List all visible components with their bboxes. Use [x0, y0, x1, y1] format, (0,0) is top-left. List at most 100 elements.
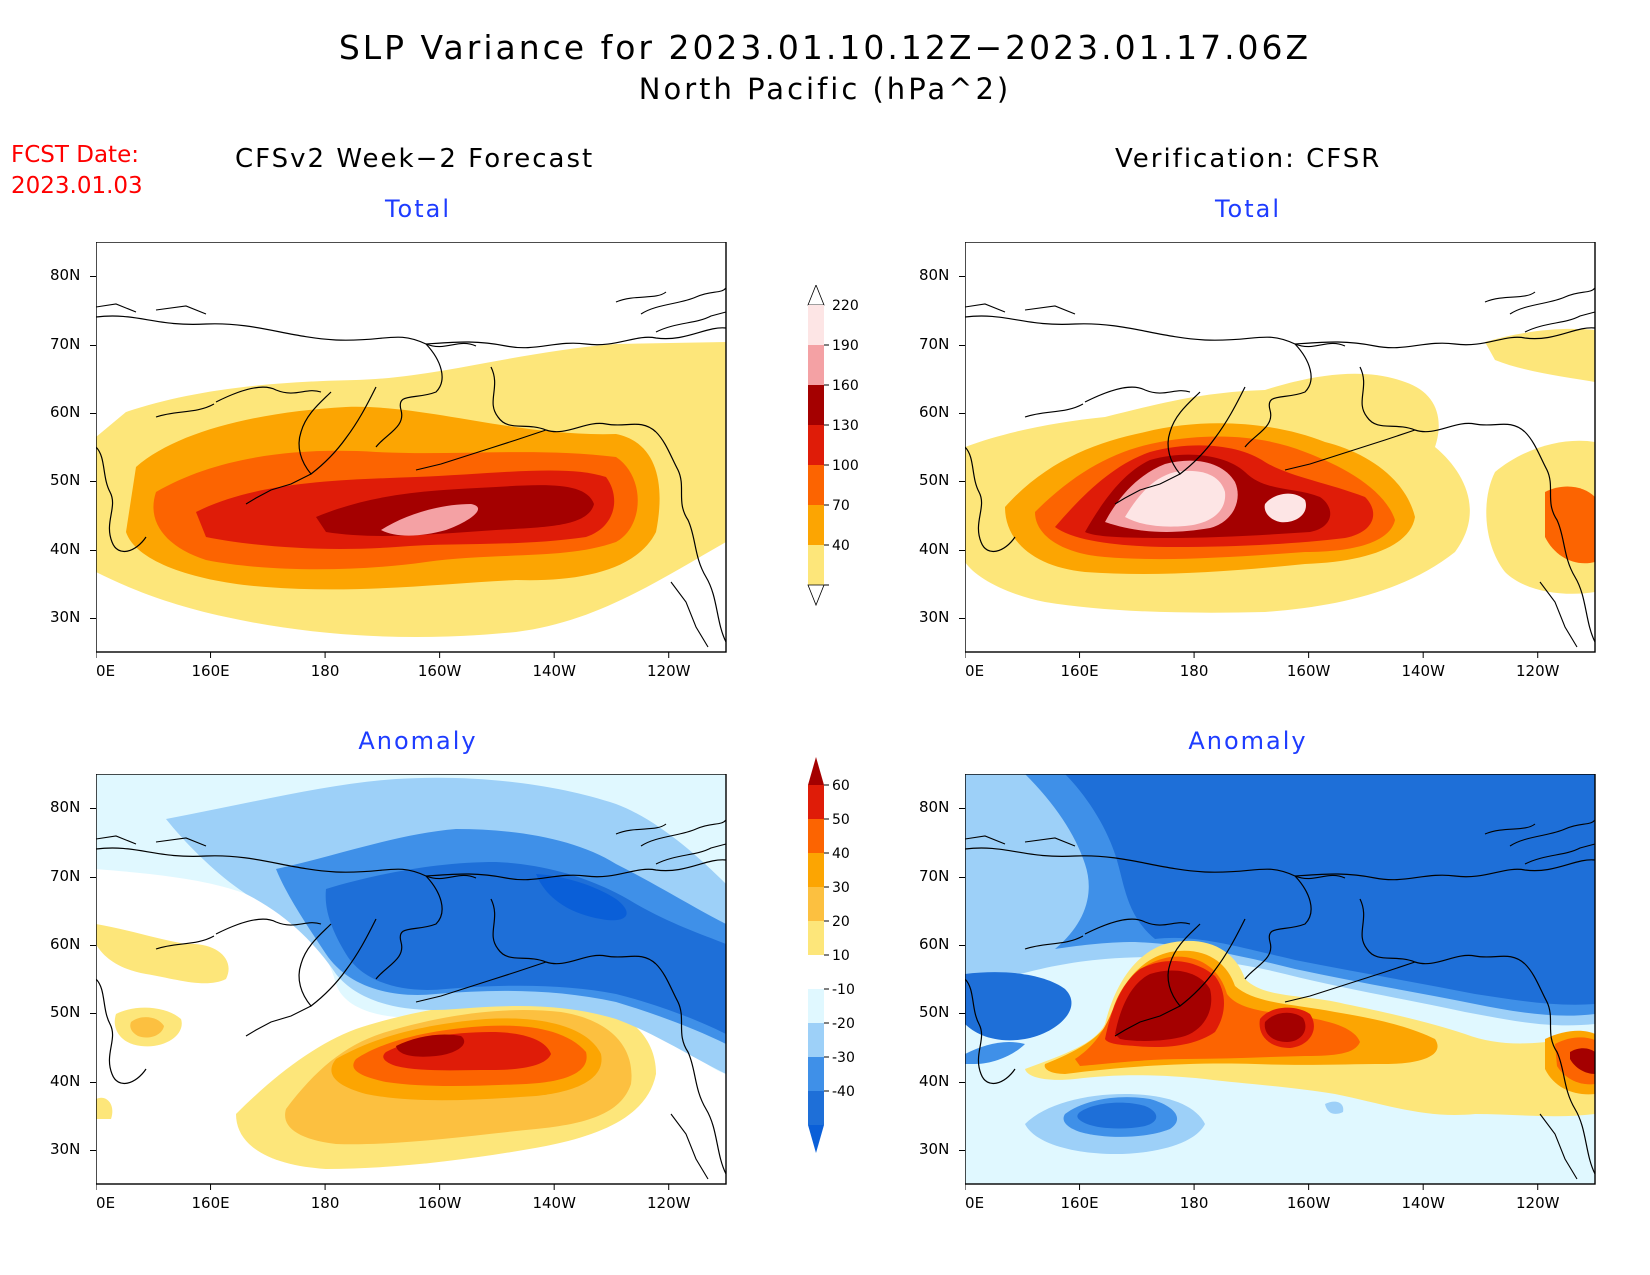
colorbar-swatch [808, 345, 824, 385]
lon-tick-label: 120W [1516, 662, 1560, 680]
lat-tick-mark [959, 617, 965, 619]
lat-tick-mark [90, 808, 96, 810]
forecast-anomaly-map: 140E 160E 180 160W 140W 120W [96, 774, 727, 1212]
lon-tick-label: 120W [647, 1194, 691, 1212]
lat-tick-mark [90, 1081, 96, 1083]
lat-tick-mark [90, 276, 96, 278]
colorbar-swatch [808, 1057, 824, 1091]
colorbar-label: 50 [832, 812, 850, 828]
colorbar-swatch [808, 545, 824, 585]
fcst-date-label: FCST Date: [11, 142, 139, 168]
map-axes: 140E 160E 180 160W 140W 120W [96, 1184, 691, 1212]
colorbar-top-arrow [807, 285, 825, 306]
colorbar-swatch [808, 989, 824, 1023]
colorbar-swatch [808, 955, 824, 989]
lat-tick-mark [90, 1013, 96, 1015]
lat-tick-mark [90, 344, 96, 346]
lat-tick-mark [959, 1081, 965, 1083]
total-colorbar: 220 190 160 130 100 70 40 [807, 285, 859, 607]
page-title: SLP Variance for 2023.01.10.12Z−2023.01.… [338, 28, 1312, 67]
colorbar-swatch [808, 425, 824, 465]
colorbar-swatch [808, 785, 824, 819]
colorbar-top-arrow [808, 757, 824, 785]
colorbar-label: 100 [832, 458, 859, 474]
lat-tick-label: 30N [50, 1139, 81, 1158]
lon-tick-label: 160E [1060, 662, 1098, 680]
verification-heading: Verification: CFSR [1115, 144, 1382, 174]
colorbar-swatch [808, 1091, 824, 1125]
lat-tick-mark [959, 481, 965, 483]
lat-tick-label: 80N [50, 266, 81, 285]
lat-tick-label: 70N [919, 334, 950, 353]
colorbar-swatch [808, 819, 824, 853]
verif-total-map: 140E 160E 180 160W 140W 120W [965, 242, 1596, 680]
lon-tick-label: 140E [965, 1194, 984, 1212]
lat-tick-mark [959, 876, 965, 878]
lat-tick-mark [959, 944, 965, 946]
lat-tick-label: 60N [50, 402, 81, 421]
colorbar-label: 10 [832, 948, 850, 964]
page-subtitle: North Pacific (hPa^2) [638, 72, 1012, 106]
forecast-total-map: 140E 160E 180 160W 140W 120W [96, 242, 727, 680]
lat-tick-label: 60N [919, 402, 950, 421]
lat-tick-label: 30N [919, 607, 950, 626]
lat-tick-mark [959, 549, 965, 551]
colorbar-label: 40 [832, 846, 850, 862]
lon-tick-label: 180 [1180, 662, 1209, 680]
lon-tick-label: 180 [1180, 1194, 1209, 1212]
lon-tick-label: 140W [1401, 1194, 1445, 1212]
lat-tick-mark [959, 1149, 965, 1151]
lat-tick-label: 70N [919, 866, 950, 885]
lat-tick-label: 40N [50, 1071, 81, 1090]
colorbar-label: 160 [832, 378, 859, 394]
lat-tick-label: 30N [50, 607, 81, 626]
lat-tick-label: 50N [50, 471, 81, 490]
map-axes: 140E 160E 180 160W 140W 120W [96, 652, 691, 680]
colorbar-label: 130 [832, 418, 859, 434]
lon-tick-label: 180 [311, 1194, 340, 1212]
lat-tick-label: 40N [919, 1071, 950, 1090]
lat-tick-label: 30N [919, 1139, 950, 1158]
verif-total-shading [965, 328, 1595, 613]
lat-tick-mark [959, 344, 965, 346]
lat-tick-label: 80N [919, 266, 950, 285]
lat-tick-label: 60N [50, 934, 81, 953]
lat-tick-mark [90, 1149, 96, 1151]
lon-tick-label: 160W [418, 1194, 462, 1212]
verif-anomaly-map: 140E 160E 180 160W 140W 120W [965, 774, 1596, 1212]
lon-tick-label: 160W [1287, 1194, 1331, 1212]
lat-tick-mark [90, 549, 96, 551]
verif-anomaly-title: Anomaly [1188, 727, 1308, 755]
lon-tick-label: 140W [532, 1194, 576, 1212]
lat-tick-label: 50N [919, 1003, 950, 1022]
lon-tick-label: 140W [1401, 662, 1445, 680]
colorbar-swatch [808, 385, 824, 425]
colorbar-label: -20 [832, 1016, 855, 1032]
forecast-anomaly-shading [96, 777, 726, 1184]
colorbar-swatch [808, 305, 824, 345]
lat-tick-label: 50N [50, 1003, 81, 1022]
lat-tick-mark [90, 481, 96, 483]
lat-tick-label: 70N [50, 866, 81, 885]
lon-tick-label: 160W [418, 662, 462, 680]
colorbar-swatch [808, 887, 824, 921]
colorbar-label: 30 [832, 880, 850, 896]
lon-tick-label: 120W [1516, 1194, 1560, 1212]
verif-anomaly-shading [965, 774, 1595, 1154]
fcst-date-value: 2023.01.03 [11, 173, 143, 199]
lat-tick-label: 60N [919, 934, 950, 953]
lat-tick-label: 70N [50, 334, 81, 353]
lat-tick-mark [959, 412, 965, 414]
colorbar-swatch [808, 465, 824, 505]
lon-tick-label: 160E [1060, 1194, 1098, 1212]
colorbar-label: 20 [832, 914, 850, 930]
map-axes: 140E 160E 180 160W 140W 120W [965, 1184, 1560, 1212]
anomaly-colorbar: 60 50 40 30 20 10 -10 -20 -30 -40 [808, 757, 855, 1153]
colorbar-swatch [808, 853, 824, 887]
lat-tick-label: 50N [919, 471, 950, 490]
lat-tick-label: 40N [919, 539, 950, 558]
colorbar-label: 220 [832, 298, 859, 314]
forecast-total-shading [96, 342, 726, 637]
lon-tick-label: 160W [1287, 662, 1331, 680]
lon-tick-label: 140W [532, 662, 576, 680]
